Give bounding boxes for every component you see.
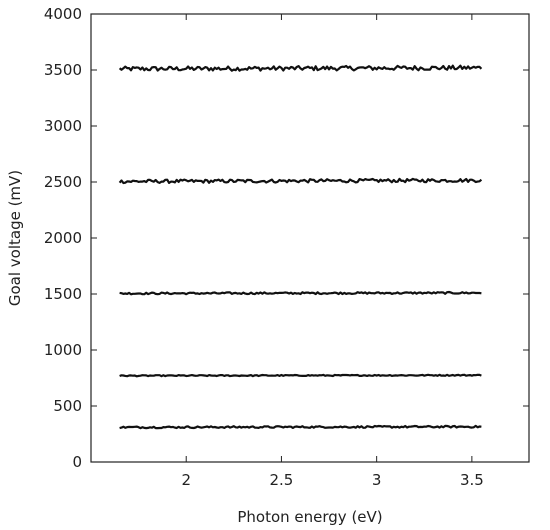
x-axis: 2 2.5 3 3.5 — [181, 14, 484, 489]
x-tick-label: 3 — [372, 471, 382, 489]
y-tick-label: 2000 — [44, 229, 82, 247]
x-axis-label: Photon energy (eV) — [237, 508, 382, 526]
series-layer — [118, 64, 483, 430]
series-line-3 — [119, 290, 482, 296]
x-tick-label: 2.5 — [270, 471, 294, 489]
y-axis-label: Goal voltage (mV) — [6, 170, 24, 306]
plot-frame — [90, 13, 530, 463]
y-axis: 0 500 1000 1500 2000 2500 3000 3500 4000 — [44, 5, 529, 471]
y-tick-label: 0 — [72, 453, 82, 471]
x-tick-label: 3.5 — [460, 471, 484, 489]
series-line-5 — [119, 424, 482, 430]
y-tick-label: 500 — [53, 397, 82, 415]
series-line-2 — [118, 177, 483, 185]
y-tick-label: 3000 — [44, 117, 82, 135]
y-tick-label: 1000 — [44, 341, 82, 359]
series-line-4 — [119, 373, 482, 378]
series-line-1 — [118, 64, 483, 72]
y-tick-label: 2500 — [44, 173, 82, 191]
y-tick-label: 1500 — [44, 285, 82, 303]
y-tick-label: 3500 — [44, 61, 82, 79]
x-tick-label: 2 — [181, 471, 191, 489]
y-tick-label: 4000 — [44, 5, 82, 23]
